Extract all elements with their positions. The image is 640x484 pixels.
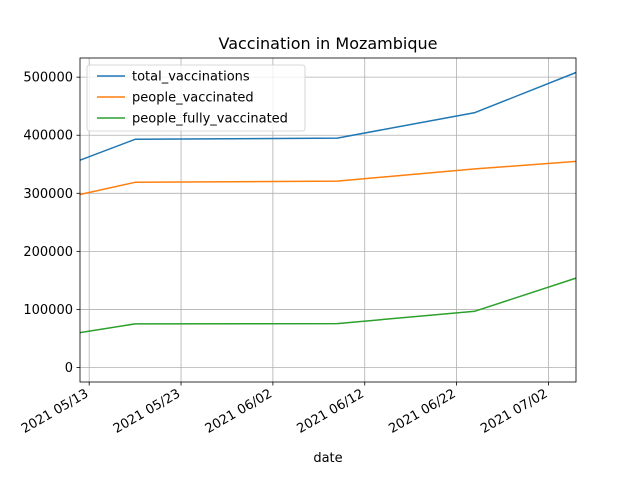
y-tick-label: 0: [65, 361, 73, 376]
series-line-people-fully-vaccinated: [79, 277, 577, 334]
legend-label: people_vaccinated: [132, 91, 254, 106]
y-tick-label: 100000: [23, 303, 73, 318]
plot-area-frame: [79, 57, 577, 383]
y-tick-label: 400000: [23, 129, 73, 144]
series-line-people-vaccinated: [79, 160, 577, 196]
legend-label: people_fully_vaccinated: [132, 112, 288, 127]
series-lines: [79, 71, 577, 334]
legend-label: total_vaccinations: [132, 70, 250, 85]
y-tick-label: 200000: [23, 245, 73, 260]
series-line-total-vaccinations: [79, 71, 577, 161]
chart-title: Vaccination in Mozambique: [218, 34, 437, 53]
legend: total_vaccinations people_vaccinatedpeopl…: [86, 64, 306, 132]
y-tick-label: 500000: [23, 71, 73, 86]
legend-box: [86, 64, 306, 132]
y-tick-label: 300000: [23, 187, 73, 202]
x-axis-label: date: [313, 451, 342, 466]
